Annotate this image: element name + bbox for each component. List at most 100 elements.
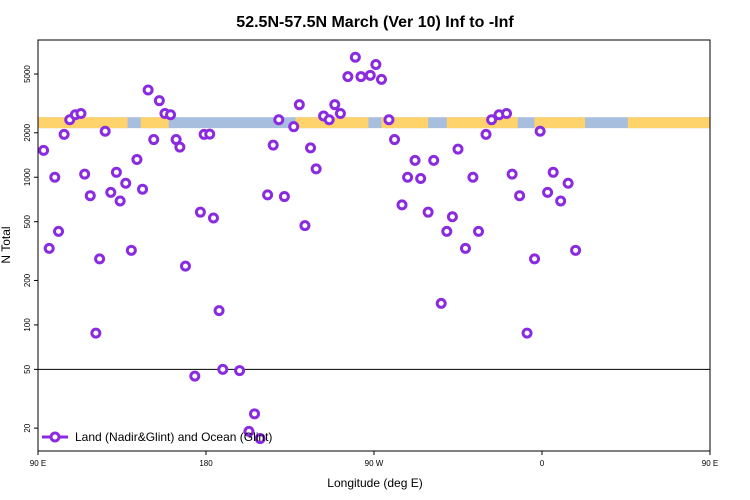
data-point [364, 69, 376, 81]
data-point [79, 168, 91, 180]
data-point [207, 212, 219, 224]
data-point [254, 433, 266, 445]
data-point [305, 142, 317, 154]
y-tick-label: 500 [23, 214, 32, 228]
y-axis-label: N Total [0, 226, 13, 263]
data-point [415, 173, 427, 185]
data-point [142, 84, 154, 96]
data-point [441, 225, 453, 237]
y-tick-label: 20 [23, 423, 32, 432]
ocean-band [38, 117, 710, 129]
data-point [409, 154, 421, 166]
data-point [179, 260, 191, 272]
data-point [435, 297, 447, 309]
data-point [486, 114, 498, 126]
land-segment [38, 117, 128, 129]
data-point [459, 242, 471, 254]
data-point [446, 211, 458, 223]
data-point [153, 95, 165, 107]
data-point [396, 199, 408, 211]
data-point [375, 73, 387, 85]
y-tick-label: 1000 [23, 168, 32, 186]
data-point [299, 220, 311, 232]
x-tick-label: 90 E [702, 459, 718, 468]
data-point [58, 128, 70, 140]
data-point [165, 109, 177, 121]
data-point [94, 253, 106, 265]
data-point [234, 365, 246, 377]
data-point [501, 108, 513, 120]
land-segment [140, 117, 169, 129]
data-points [38, 51, 582, 445]
y-axis: 20 50 100 200 500 1000 2000 5000 [23, 65, 38, 433]
data-point [402, 171, 414, 183]
data-point [114, 195, 126, 207]
data-point [84, 190, 96, 202]
data-point [521, 327, 533, 339]
y-tick-label: 2000 [23, 123, 32, 141]
land-ocean-band [38, 117, 710, 129]
data-point [467, 171, 479, 183]
chart-title: 52.5N-57.5N March (Ver 10) Inf to -Inf [236, 14, 514, 31]
data-point [329, 99, 341, 111]
x-tick-label: 0 [540, 459, 545, 468]
data-point [293, 99, 305, 111]
data-point [452, 143, 464, 155]
data-point [542, 186, 554, 198]
data-point [217, 363, 229, 375]
data-point [194, 206, 206, 218]
data-point [349, 51, 361, 63]
data-point [383, 114, 395, 126]
x-tick-label: 180 [199, 459, 213, 468]
data-point [43, 242, 55, 254]
data-point [267, 139, 279, 151]
data-point [480, 128, 492, 140]
land-segment [446, 117, 518, 129]
data-point [389, 134, 401, 146]
data-point [131, 153, 143, 165]
y-tick-label: 200 [23, 273, 32, 287]
data-point [49, 171, 61, 183]
data-point [342, 71, 354, 83]
land-segment [534, 117, 585, 129]
x-tick-label: 90 E [30, 459, 46, 468]
land-segment [627, 117, 710, 129]
data-point [273, 114, 285, 126]
legend: Land (Nadir&Glint) and Ocean (Glint) [42, 430, 272, 444]
data-point [249, 408, 261, 420]
data-point [99, 125, 111, 137]
data-point [310, 163, 322, 175]
data-point [53, 225, 65, 237]
data-point [288, 121, 300, 133]
land-segment [381, 117, 429, 129]
data-point [473, 225, 485, 237]
data-point [555, 195, 567, 207]
x-axis-label: Longitude (deg E) [327, 476, 422, 490]
y-tick-label: 5000 [23, 65, 32, 83]
data-point [189, 370, 201, 382]
plot-frame [37, 39, 711, 452]
y-tick-label: 100 [23, 318, 32, 332]
data-point [547, 166, 559, 178]
data-point [125, 244, 137, 256]
data-point [355, 71, 367, 83]
data-point [38, 144, 50, 156]
data-point [148, 134, 160, 146]
data-point [370, 59, 382, 71]
data-point [90, 327, 102, 339]
data-point [422, 206, 434, 218]
data-point [204, 128, 216, 140]
data-point [570, 244, 582, 256]
data-point [278, 191, 290, 203]
data-point [243, 425, 255, 437]
data-point [105, 186, 117, 198]
x-axis: 90 E 180 90 W 0 90 E [30, 451, 718, 468]
data-point [562, 177, 574, 189]
data-point [334, 108, 346, 120]
y-tick-label: 50 [23, 364, 32, 373]
data-point [514, 190, 526, 202]
data-point [137, 183, 149, 195]
data-point [529, 253, 541, 265]
x-tick-label: 90 W [365, 459, 384, 468]
